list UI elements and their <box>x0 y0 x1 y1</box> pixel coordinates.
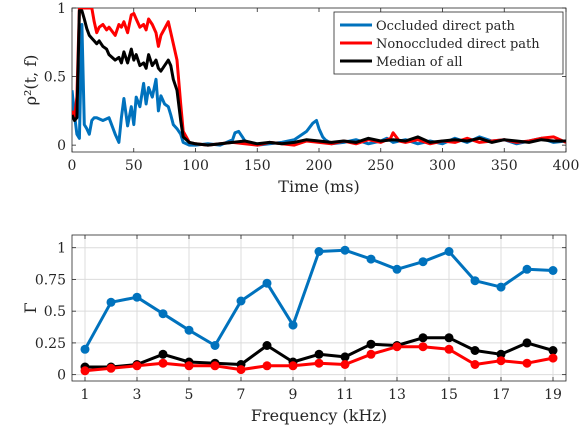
series-2-point <box>522 338 532 348</box>
series-1-point <box>314 247 324 256</box>
frequency-chart-y-tick-label: 1 <box>57 241 66 257</box>
time-chart-y-tick-label: 0.5 <box>44 70 66 86</box>
legend-label-2: Nonoccluded direct path <box>376 37 540 52</box>
series-2-point <box>418 333 428 343</box>
series-3-point <box>392 342 402 352</box>
frequency-chart-x-tick-label: 1 <box>81 387 90 403</box>
series-1-point <box>106 297 116 307</box>
time-chart-x-tick-label: 200 <box>306 158 333 174</box>
frequency-chart-x-tick-label: 15 <box>440 387 458 403</box>
time-chart-x-axis-label: Time (ms) <box>278 177 359 196</box>
series-2-point <box>262 341 272 350</box>
legend-box <box>333 11 564 75</box>
series-3-point <box>470 360 480 369</box>
series-2-point <box>366 339 376 349</box>
frequency-chart-x-axis-label: Frequency (kHz) <box>251 406 387 425</box>
series-2-point <box>158 349 168 359</box>
series-line-1 <box>83 248 554 351</box>
frequency-chart-axes-frame <box>71 234 567 382</box>
frequency-chart-x-tick-label: 7 <box>237 387 246 403</box>
series-1-point <box>548 266 558 275</box>
frequency-chart-x-tick-label: 5 <box>185 387 194 403</box>
series-1-point <box>236 296 246 306</box>
frequency-chart-y-tick-label: 0.25 <box>35 336 66 352</box>
frequency-chart-x-tick-label: 11 <box>336 387 354 403</box>
series-1-point <box>132 292 142 302</box>
series-3-point <box>340 360 350 369</box>
series-1-point <box>158 309 168 319</box>
series-3-point <box>106 363 116 373</box>
series-3-point <box>548 353 558 363</box>
frequency-chart-x-tick-label: 19 <box>544 387 562 403</box>
series-2-point <box>548 346 558 355</box>
frequency-chart-x-tick-label: 17 <box>492 387 510 403</box>
series-3-point <box>262 361 272 371</box>
series-1-point <box>418 257 428 267</box>
time-chart-x-tick-label: 50 <box>125 158 143 174</box>
series-3-point <box>314 358 324 368</box>
series-1-point <box>340 245 350 255</box>
series-1-point <box>470 276 480 286</box>
series-1-point <box>392 264 402 274</box>
series-1-point <box>496 282 506 292</box>
series-1-point <box>444 247 454 256</box>
series-3-point <box>522 358 532 368</box>
series-3-point <box>236 365 246 375</box>
series-2-point <box>444 333 454 343</box>
time-chart-x-tick-label: 100 <box>182 158 209 174</box>
series-3-point <box>444 344 454 354</box>
series-1-point <box>210 341 220 350</box>
time-chart-x-tick-label: 400 <box>553 158 580 174</box>
series-1-point <box>288 320 298 330</box>
frequency-chart-y-tick-label: 0.5 <box>44 304 66 320</box>
series-1-point <box>184 325 194 335</box>
series-1-point <box>262 278 272 288</box>
frequency-chart-x-tick-label: 9 <box>289 387 298 403</box>
time-chart-x-tick-label: 150 <box>244 158 271 174</box>
time-chart-legend: Occluded direct path Nonoccluded direct p… <box>333 11 564 75</box>
series-3-point <box>132 361 142 371</box>
series-2-point <box>496 349 506 359</box>
series-1-point <box>80 344 90 354</box>
time-chart-y-tick-label: 0 <box>57 138 66 154</box>
series-3-point <box>158 358 168 368</box>
series-1-point <box>522 264 532 274</box>
legend-label-1: Occluded direct path <box>376 19 516 34</box>
time-chart: 0 50 100 150 200 250 300 350 400 0 0.5 1 Time (ms) ρ²… <box>21 1 579 196</box>
series-3-point <box>418 342 428 352</box>
series-3-point <box>366 349 376 359</box>
series-3-point <box>496 356 506 366</box>
frequency-chart-y-axis-label: Γ <box>21 302 40 313</box>
time-chart-x-tick-label: 250 <box>367 158 394 174</box>
series-3-point <box>80 366 90 376</box>
frequency-chart-x-tick-label: 3 <box>133 387 142 403</box>
series-2-point <box>314 349 324 359</box>
frequency-chart-x-tick-label: 13 <box>388 387 406 403</box>
time-chart-x-tick-label: 300 <box>429 158 456 174</box>
series-3-point <box>210 361 220 371</box>
series-3-point <box>288 361 298 371</box>
time-chart-x-tick-label: 350 <box>491 158 518 174</box>
series-2-point <box>340 352 350 362</box>
time-chart-y-axis-label: ρ²(t, f) <box>21 55 40 106</box>
frequency-chart-y-tick-label: 0 <box>57 368 66 384</box>
series-2-point <box>470 346 480 355</box>
legend-label-3: Median of all <box>376 55 463 70</box>
series-line-2 <box>72 8 566 147</box>
series-3-point <box>184 361 194 371</box>
series-1-point <box>366 254 376 264</box>
series-line-3 <box>72 9 566 147</box>
time-chart-y-tick-label: 1 <box>57 1 66 17</box>
frequency-chart-y-tick-label: 0.75 <box>35 272 66 288</box>
time-chart-x-tick-label: 0 <box>68 158 77 174</box>
